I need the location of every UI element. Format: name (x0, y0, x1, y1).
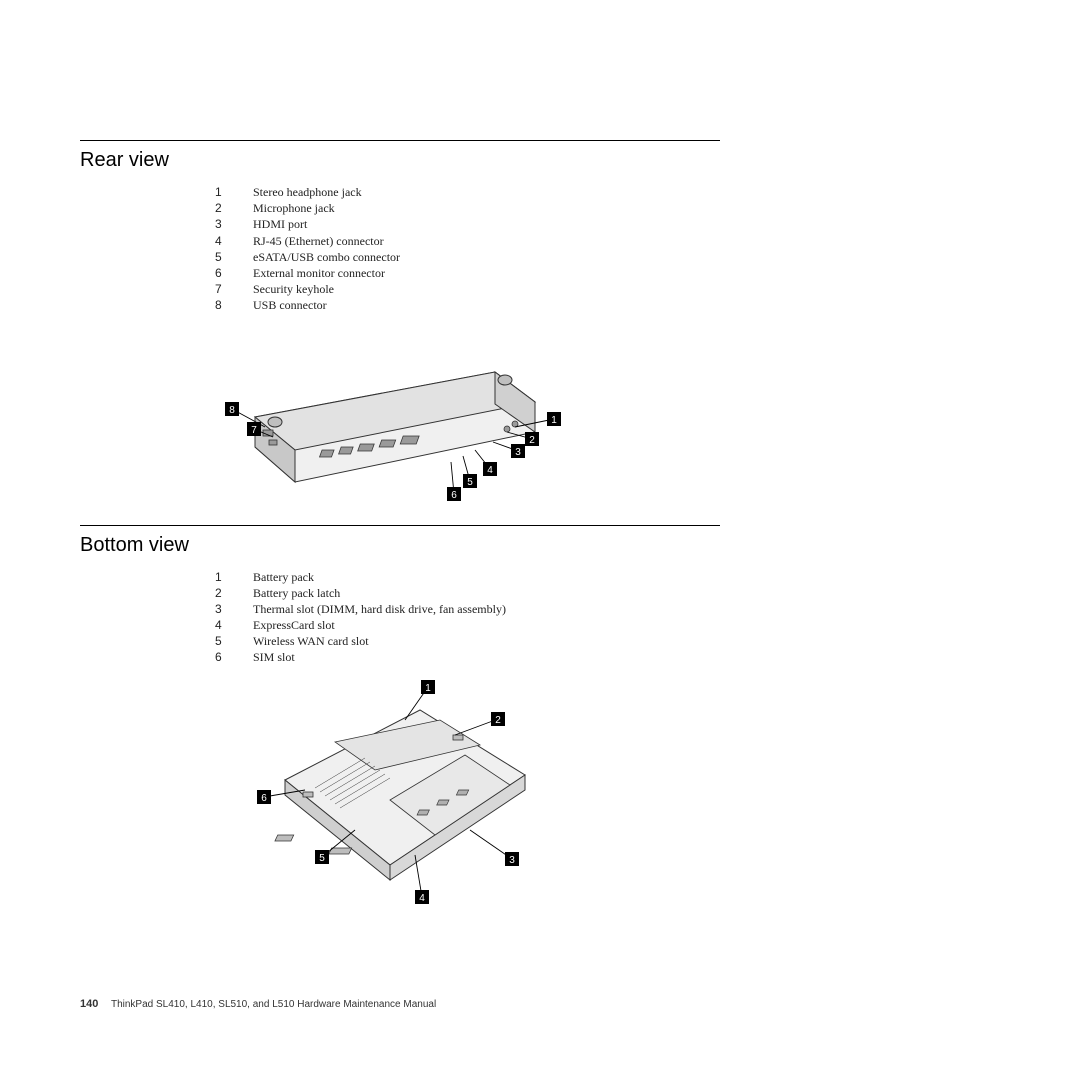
list-label: ExpressCard slot (253, 617, 335, 633)
list-number: 2 (215, 585, 253, 601)
bottom-view-diagram: 1 2 3 4 5 6 (215, 680, 615, 910)
list-number: 2 (215, 200, 253, 216)
svg-text:7: 7 (251, 425, 257, 436)
rear-view-title: Rear view (80, 149, 720, 172)
list-number: 4 (215, 617, 253, 633)
list-label: Battery pack latch (253, 585, 340, 601)
rear-view-diagram: 8 7 1 23 4 56 (215, 332, 615, 507)
list-label: HDMI port (253, 216, 307, 232)
footer-text: ThinkPad SL410, L410, SL510, and L510 Ha… (111, 999, 436, 1010)
svg-text:6: 6 (451, 490, 457, 501)
list-label: Wireless WAN card slot (253, 633, 369, 649)
list-label: SIM slot (253, 649, 295, 665)
page-number: 140 (80, 998, 98, 1010)
svg-text:8: 8 (229, 405, 235, 416)
svg-text:4: 4 (419, 893, 425, 904)
svg-text:4: 4 (487, 465, 493, 476)
svg-text:2: 2 (495, 715, 501, 726)
svg-text:6: 6 (261, 793, 267, 804)
section-divider (80, 140, 720, 141)
list-label: RJ-45 (Ethernet) connector (253, 233, 384, 249)
svg-text:5: 5 (467, 477, 473, 488)
svg-text:3: 3 (515, 447, 521, 458)
list-label: eSATA/USB combo connector (253, 249, 400, 265)
list-number: 1 (215, 569, 253, 585)
list-number: 8 (215, 297, 253, 313)
page-footer: 140 ThinkPad SL410, L410, SL510, and L51… (80, 998, 436, 1010)
svg-text:5: 5 (319, 853, 325, 864)
list-number: 5 (215, 633, 253, 649)
list-label: Stereo headphone jack (253, 184, 362, 200)
svg-text:2: 2 (529, 435, 535, 446)
list-number: 6 (215, 649, 253, 665)
svg-text:1: 1 (425, 683, 431, 694)
list-number: 7 (215, 281, 253, 297)
list-label: Thermal slot (DIMM, hard disk drive, fan… (253, 601, 506, 617)
svg-text:3: 3 (509, 855, 515, 866)
list-number: 3 (215, 601, 253, 617)
list-number: 4 (215, 233, 253, 249)
list-number: 5 (215, 249, 253, 265)
list-number: 1 (215, 184, 253, 200)
list-number: 6 (215, 265, 253, 281)
bottom-view-list: 1Battery pack 2Battery pack latch 3Therm… (215, 569, 720, 666)
bottom-view-title: Bottom view (80, 534, 720, 557)
list-label: USB connector (253, 297, 327, 313)
svg-text:1: 1 (551, 415, 557, 426)
list-label: External monitor connector (253, 265, 385, 281)
list-label: Battery pack (253, 569, 314, 585)
rear-view-list: 1Stereo headphone jack 2Microphone jack … (215, 184, 720, 314)
section-divider (80, 525, 720, 526)
list-label: Security keyhole (253, 281, 334, 297)
list-label: Microphone jack (253, 200, 335, 216)
list-number: 3 (215, 216, 253, 232)
